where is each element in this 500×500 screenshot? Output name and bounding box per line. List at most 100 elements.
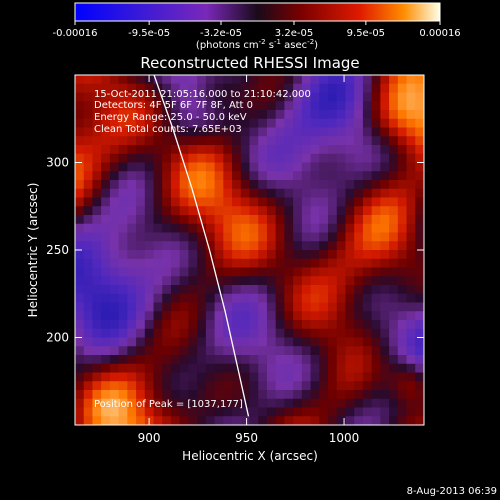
heatmap-cell — [397, 355, 408, 365]
heatmap-cell — [223, 92, 233, 102]
heatmap-cell — [214, 372, 224, 382]
heatmap-cell — [415, 162, 424, 172]
heatmap-cell — [345, 276, 355, 286]
heatmap-cell — [197, 293, 207, 303]
heatmap-cell — [310, 363, 320, 373]
heatmap-cell — [136, 188, 146, 198]
heatmap-cell — [380, 372, 390, 382]
heatmap-cell — [188, 136, 198, 146]
heatmap-cell — [258, 250, 268, 260]
heatmap-cell — [354, 188, 364, 198]
heatmap-cell — [362, 416, 373, 425]
heatmap-cell — [144, 197, 155, 207]
heatmap-cell — [197, 302, 207, 312]
heatmap-cell — [205, 197, 216, 207]
heatmap-cell — [275, 328, 285, 338]
heatmap-cell — [179, 136, 189, 146]
heatmap-cell — [406, 232, 416, 242]
heatmap-cell — [284, 285, 294, 295]
heatmap-cell — [249, 83, 259, 93]
heatmap-cell — [144, 390, 155, 400]
heatmap-cell — [232, 372, 242, 382]
heatmap-cell — [319, 232, 329, 242]
heatmap-cell — [275, 188, 285, 198]
heatmap-cell — [92, 232, 102, 242]
heatmap-cell — [205, 127, 216, 137]
heatmap-cell — [197, 267, 207, 277]
heatmap-cell — [319, 302, 329, 312]
heatmap-cell — [75, 83, 85, 93]
heatmap-cell — [240, 285, 250, 295]
heatmap-cell — [328, 118, 338, 128]
heatmap-cell — [83, 162, 93, 172]
heatmap-cell — [293, 153, 303, 163]
heatmap-cell — [197, 127, 207, 137]
heatmap-cell — [170, 363, 181, 373]
heatmap-cell — [240, 136, 250, 146]
heatmap-cell — [406, 328, 416, 338]
heatmap-cell — [293, 276, 303, 286]
heatmap-cell — [118, 416, 128, 425]
heatmap-cell — [249, 118, 259, 128]
heatmap-cell — [389, 153, 399, 163]
heatmap-cell — [75, 416, 85, 425]
heatmap-cell — [109, 416, 120, 425]
heatmap-cell — [284, 407, 294, 417]
heatmap-cell — [223, 101, 233, 111]
heatmap-cell — [362, 75, 373, 85]
heatmap-cell — [328, 355, 338, 365]
heatmap-cell — [249, 337, 259, 347]
heatmap-cell — [109, 75, 120, 85]
heatmap-cell — [162, 276, 172, 286]
heatmap-cell — [249, 355, 259, 365]
heatmap-cell — [75, 285, 85, 295]
heatmap-cell — [223, 276, 233, 286]
heatmap-cell — [118, 171, 128, 181]
heatmap-cell — [118, 328, 128, 338]
heatmap-cell — [354, 75, 364, 85]
heatmap-cell — [179, 293, 189, 303]
heatmap-cell — [371, 232, 381, 242]
heatmap-cell — [197, 372, 207, 382]
heatmap-cell — [371, 83, 381, 93]
heatmap-cell — [328, 416, 338, 425]
heatmap-cell — [328, 145, 338, 155]
heatmap-cell — [345, 328, 355, 338]
heatmap-cell — [336, 75, 346, 85]
heatmap-cell — [354, 320, 364, 330]
heatmap-cell — [188, 276, 198, 286]
heatmap-cell — [354, 398, 364, 408]
heatmap-cell — [118, 145, 128, 155]
heatmap-cell — [249, 267, 259, 277]
heatmap-cell — [380, 180, 390, 190]
heatmap-cell — [319, 162, 329, 172]
heatmap-cell — [389, 250, 399, 260]
heatmap-cell — [336, 346, 346, 356]
heatmap-cell — [232, 215, 242, 225]
heatmap-cell — [162, 127, 172, 137]
heatmap-cell — [301, 83, 312, 93]
heatmap-cell — [109, 363, 120, 373]
heatmap-cell — [301, 390, 312, 400]
heatmap-cell — [354, 92, 364, 102]
heatmap-cell — [197, 180, 207, 190]
heatmap-cell — [188, 293, 198, 303]
heatmap-cell — [415, 92, 424, 102]
heatmap-cell — [144, 267, 155, 277]
heatmap-cell — [258, 363, 268, 373]
heatmap-cell — [223, 416, 233, 425]
heatmap-cell — [336, 171, 346, 181]
heatmap-cell — [301, 110, 312, 120]
heatmap-cell — [214, 390, 224, 400]
heatmap-cell — [144, 346, 155, 356]
heatmap-cell — [345, 188, 355, 198]
heatmap-cell — [188, 180, 198, 190]
heatmap-cell — [136, 337, 146, 347]
heatmap-cell — [83, 153, 93, 163]
heatmap-cell — [406, 337, 416, 347]
heatmap-cell — [310, 355, 320, 365]
heatmap-cell — [293, 145, 303, 155]
heatmap-cell — [380, 136, 390, 146]
heatmap-cell — [397, 293, 408, 303]
